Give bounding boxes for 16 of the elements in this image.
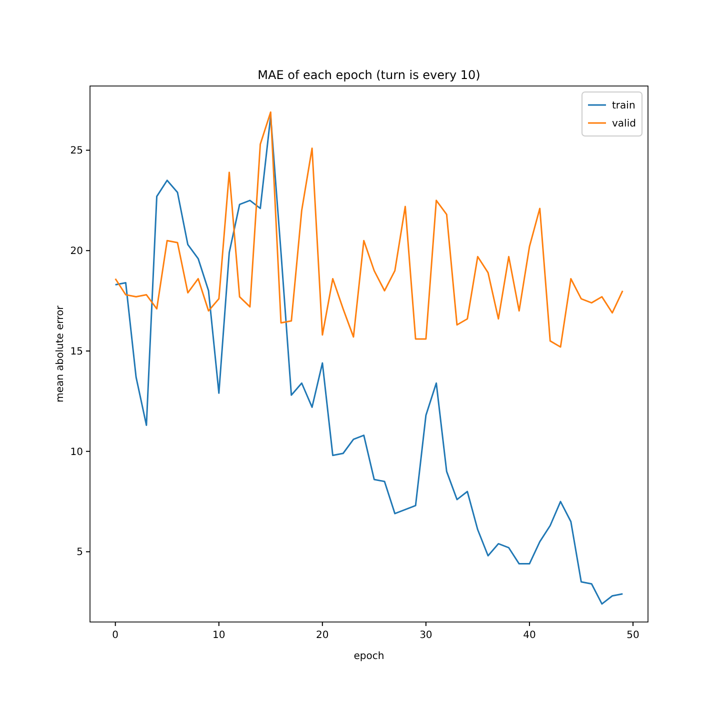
legend-label: train (612, 100, 636, 112)
y-tick-label: 25 (70, 146, 83, 157)
x-tick-label: 20 (316, 630, 329, 641)
legend-label: valid (612, 118, 636, 130)
x-tick-label: 30 (420, 630, 432, 641)
y-tick-label: 5 (76, 547, 83, 558)
x-tick-label: 0 (112, 630, 119, 641)
chart-title: MAE of each epoch (turn is every 10) (258, 68, 480, 82)
x-tick-label: 10 (212, 630, 226, 641)
y-tick-label: 20 (70, 246, 83, 258)
x-tick-label: 50 (626, 630, 640, 641)
x-tick-label: 40 (523, 630, 536, 641)
x-axis-title: epoch (354, 651, 384, 662)
y-tick-label: 10 (70, 446, 83, 458)
y-axis-title: mean abolute error (55, 304, 66, 402)
y-tick-label: 15 (70, 346, 83, 358)
